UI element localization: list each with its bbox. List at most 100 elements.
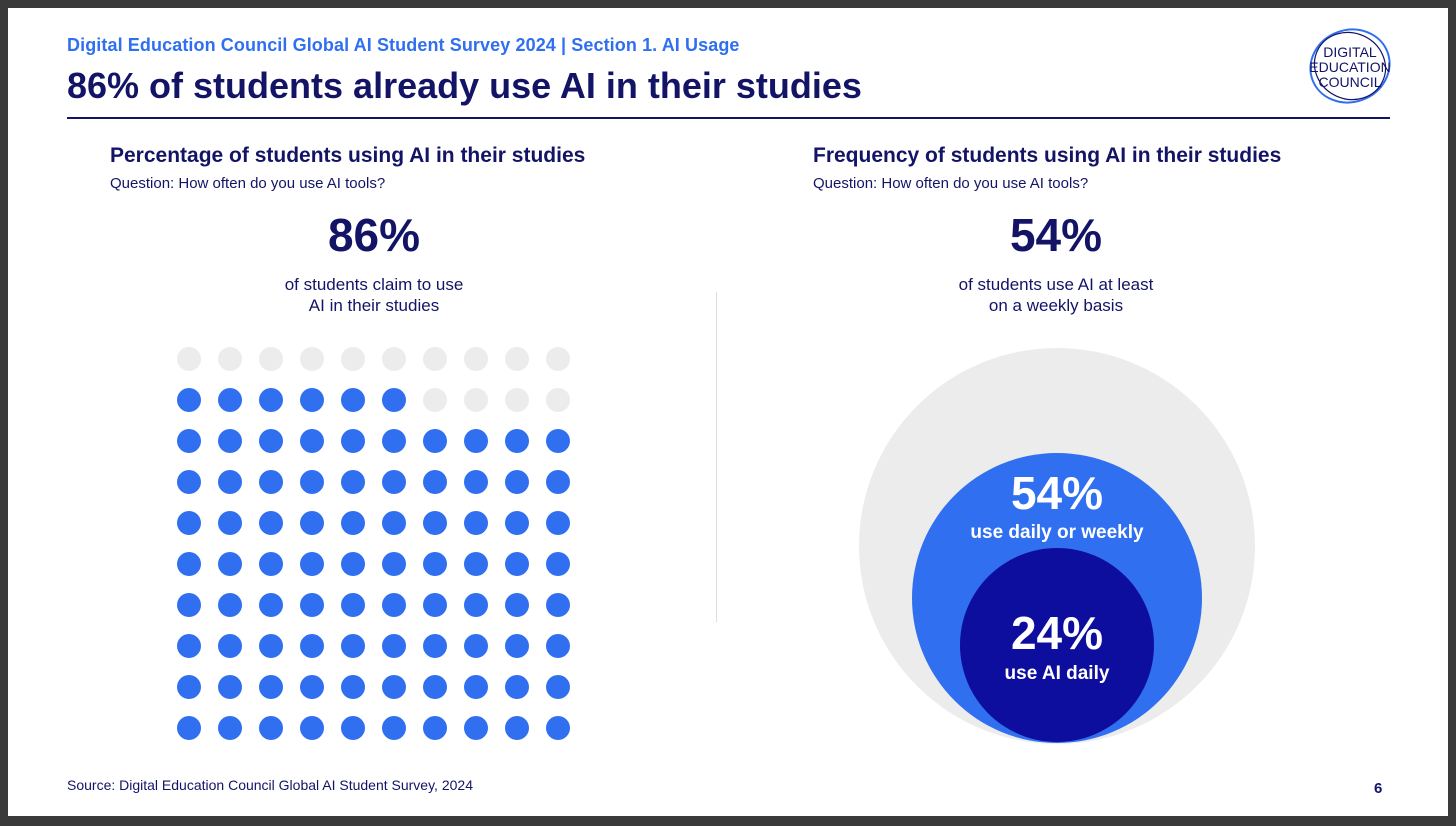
source-note: Source: Digital Education Council Global…: [67, 777, 473, 793]
waffle-dot-empty: [423, 347, 447, 371]
waffle-dot-filled: [464, 593, 488, 617]
waffle-dot-empty: [546, 388, 570, 412]
waffle-dot-empty: [341, 347, 365, 371]
waffle-dot-filled: [546, 429, 570, 453]
waffle-dot-filled: [464, 511, 488, 535]
waffle-dot-filled: [177, 675, 201, 699]
left-stat-description-line-2: AI in their studies: [308, 296, 440, 315]
waffle-dot-filled: [177, 716, 201, 740]
waffle-dot-empty: [546, 347, 570, 371]
left-stat-description-line-1: of students claim to use: [284, 275, 464, 294]
waffle-dot-filled: [341, 593, 365, 617]
daily-or-weekly-value: 54%: [1010, 467, 1104, 519]
right-panel-question: Question: How often do you use AI tools?: [813, 175, 1089, 192]
waffle-dot-empty: [423, 388, 447, 412]
waffle-dot-filled: [505, 716, 529, 740]
waffle-dot-filled: [382, 470, 406, 494]
right-panel-heading: Frequency of students using AI in their …: [813, 144, 1282, 167]
waffle-dot-filled: [218, 470, 242, 494]
waffle-dot-empty: [259, 347, 283, 371]
waffle-dot-filled: [341, 429, 365, 453]
waffle-dot-filled: [300, 429, 324, 453]
daily-or-weekly-label: use daily or weekly: [970, 522, 1144, 543]
waffle-dot-filled: [341, 470, 365, 494]
waffle-dot-filled: [218, 634, 242, 658]
waffle-dot-empty: [382, 347, 406, 371]
waffle-dot-filled: [177, 552, 201, 576]
waffle-dot-filled: [177, 593, 201, 617]
waffle-dot-filled: [300, 716, 324, 740]
slide-title: 86% of students already use AI in their …: [67, 65, 862, 106]
waffle-dot-filled: [177, 470, 201, 494]
waffle-dot-empty: [505, 388, 529, 412]
waffle-dot-filled: [505, 470, 529, 494]
waffle-dot-filled: [341, 634, 365, 658]
waffle-dot-filled: [382, 593, 406, 617]
waffle-dot-filled: [300, 511, 324, 535]
right-stat-description: of students use AI at least on a weekly …: [906, 274, 1206, 316]
waffle-dot-filled: [464, 716, 488, 740]
waffle-dot-filled: [341, 388, 365, 412]
title-rule: [67, 117, 1390, 119]
waffle-dot-filled: [259, 634, 283, 658]
daily-label: use AI daily: [1004, 663, 1110, 684]
waffle-dot-filled: [300, 675, 324, 699]
waffle-dot-filled: [341, 552, 365, 576]
waffle-dot-filled: [505, 675, 529, 699]
waffle-dot-filled: [464, 634, 488, 658]
waffle-dot-filled: [300, 388, 324, 412]
waffle-dot-filled: [218, 388, 242, 412]
waffle-dot-filled: [423, 593, 447, 617]
waffle-dot-empty: [505, 347, 529, 371]
slide-supertitle: Digital Education Council Global AI Stud…: [67, 35, 740, 55]
right-stat-description-line-1: of students use AI at least: [958, 275, 1154, 294]
right-big-stat: 54%: [1009, 209, 1103, 261]
waffle-dot-empty: [177, 347, 201, 371]
waffle-dot-filled: [382, 429, 406, 453]
waffle-dot-filled: [546, 716, 570, 740]
waffle-dot-filled: [177, 388, 201, 412]
slide: Digital Education Council Global AI Stud…: [8, 8, 1448, 816]
waffle-dot-filled: [218, 552, 242, 576]
waffle-dot-filled: [423, 511, 447, 535]
waffle-dot-filled: [218, 716, 242, 740]
waffle-dot-filled: [423, 470, 447, 494]
waffle-dot-filled: [382, 675, 406, 699]
waffle-dot-filled: [546, 675, 570, 699]
waffle-dot-filled: [300, 593, 324, 617]
waffle-dot-filled: [505, 634, 529, 658]
waffle-dot-filled: [300, 552, 324, 576]
waffle-dot-filled: [382, 552, 406, 576]
waffle-dot-filled: [546, 634, 570, 658]
waffle-dot-filled: [259, 470, 283, 494]
logo-line-1: DIGITAL: [1323, 44, 1377, 60]
waffle-dot-filled: [300, 634, 324, 658]
waffle-dot-filled: [505, 593, 529, 617]
waffle-dot-empty: [464, 347, 488, 371]
waffle-dot-filled: [218, 429, 242, 453]
waffle-dot-empty: [464, 388, 488, 412]
waffle-dot-filled: [546, 593, 570, 617]
waffle-dot-filled: [259, 429, 283, 453]
waffle-dot-filled: [423, 634, 447, 658]
waffle-dot-empty: [300, 347, 324, 371]
waffle-dot-filled: [464, 470, 488, 494]
logo-line-3: COUNCIL: [1318, 74, 1381, 90]
waffle-dot-filled: [259, 675, 283, 699]
waffle-dot-filled: [341, 675, 365, 699]
waffle-dot-filled: [423, 675, 447, 699]
waffle-dot-filled: [218, 675, 242, 699]
waffle-dot-filled: [505, 511, 529, 535]
waffle-dot-filled: [259, 388, 283, 412]
waffle-dot-filled: [546, 552, 570, 576]
waffle-dot-filled: [177, 511, 201, 535]
waffle-dot-filled: [259, 511, 283, 535]
waffle-dot-filled: [464, 429, 488, 453]
waffle-dot-filled: [218, 511, 242, 535]
waffle-dot-filled: [423, 716, 447, 740]
waffle-dot-filled: [218, 593, 242, 617]
waffle-dot-filled: [505, 429, 529, 453]
waffle-dot-filled: [464, 552, 488, 576]
waffle-dot-filled: [177, 634, 201, 658]
waffle-dot-filled: [382, 388, 406, 412]
